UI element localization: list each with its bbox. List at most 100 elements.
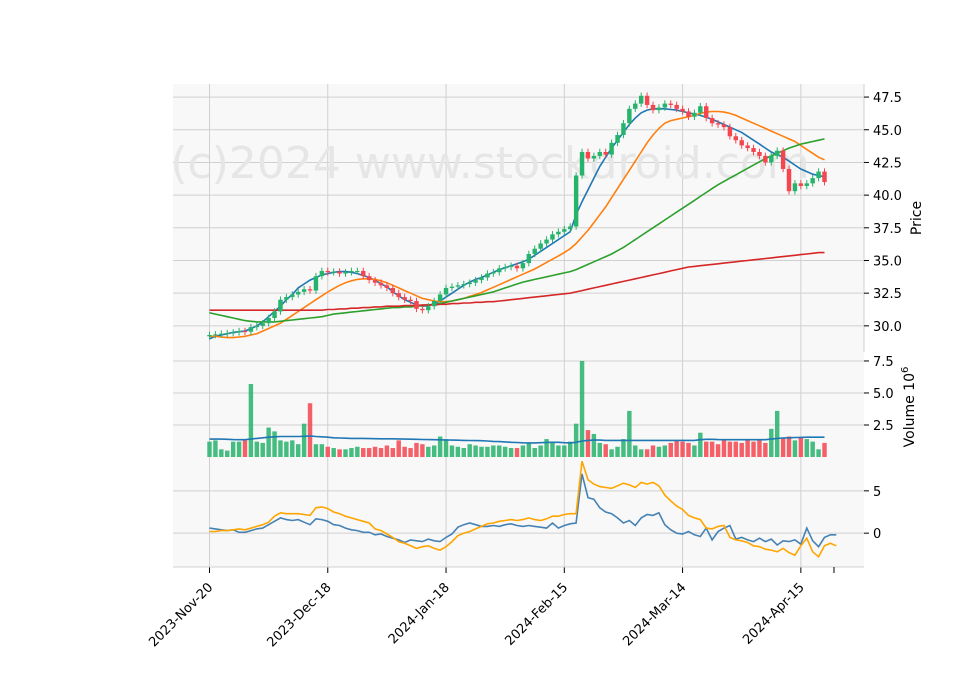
volume-bar [816,449,821,457]
candle-body [573,175,579,227]
volume-bar [786,436,792,457]
volume-bar [266,427,271,457]
volume-bar [290,440,295,457]
volume-bar [680,441,685,457]
candle-body [366,276,372,281]
candle-body [242,331,248,333]
candle-body [225,333,230,335]
candle-body [715,123,721,125]
candle-body [254,325,260,328]
volume-bar [485,446,490,457]
x-tick-label: 2024-Apr-15 [740,580,807,647]
oscillator-y-axis: 05 [864,485,881,542]
volume-bar [727,441,733,457]
volume-bar [467,444,472,457]
x-tick-label: 2024-Mar-14 [620,580,689,649]
volume-bar [248,384,254,457]
volume-bar [763,442,768,457]
candle-body [769,155,774,163]
volume-bar [236,441,242,457]
candle-body [579,151,585,176]
volume-y-axis: 2.5 5.0 7.5 [864,355,894,434]
candle-body [390,287,396,294]
volume-bar [739,442,744,457]
candle-body [627,108,632,124]
volume-bar [715,444,721,457]
volume-bar [219,449,224,457]
volume-bar [278,440,283,457]
candle-body [733,136,739,141]
volume-bar [538,445,543,457]
candle-body [763,155,768,163]
volume-bar [804,439,809,457]
candle-body [449,286,455,288]
y-tick-label: 30.0 [873,320,902,335]
candle-body [550,234,555,240]
candle-body [473,280,478,283]
candle-body [568,226,573,230]
y-tick-label: 5.0 [873,387,894,402]
volume-bar [331,448,336,457]
candle-body [426,306,431,311]
volume-bar [579,360,585,457]
candle-body [479,277,484,281]
y-tick-label: 47.5 [873,91,902,106]
x-tick-label: 2024-Jan-18 [386,580,453,647]
volume-bars [207,360,827,457]
volume-bar [491,445,496,457]
volume-bar [662,445,668,457]
volume-bar [692,445,697,457]
volume-bar [792,440,798,457]
candle-body [798,183,804,186]
volume-bar [520,445,526,457]
volume-bar [497,445,502,457]
candlesticks [207,92,827,340]
volume-bar [372,446,378,457]
candle-body [704,106,709,118]
oscillator-line [209,460,837,559]
volume-bar [461,448,466,457]
candle-body [644,95,650,105]
volume-gridlines [173,352,864,457]
y-tick-label: 7.5 [873,355,894,370]
price-y-axis: 30.0 32.5 35.0 37.5 40.0 42.5 45.0 47.5 [864,91,902,335]
candle-body [603,151,608,155]
volume-bar [349,448,354,457]
candle-body [248,327,254,332]
candle-body [739,140,744,146]
candle-body [638,95,644,104]
volume-bar [638,449,644,457]
candle-body [680,108,685,112]
volume-bar [207,441,212,457]
candle-body [780,150,786,169]
candle-body [349,270,354,273]
volume-bar [378,448,384,457]
volume-bar [704,441,709,457]
volume-bar [502,446,508,457]
volume-bar [769,428,774,457]
candle-body [437,294,443,302]
moving-average-line [209,110,825,339]
volume-bar [686,442,691,457]
candle-body [319,270,325,277]
moving-average-line [209,138,825,323]
volume-bar [295,444,301,457]
volume-bar [656,446,662,457]
volume-bar [508,448,514,457]
candle-body [443,287,449,295]
candle-body [219,333,224,335]
volume-bar [301,423,307,457]
candle-body [455,285,461,287]
candle-body [662,103,668,108]
oscillator-lines [209,460,837,559]
candle-body [213,334,218,336]
candle-body [597,151,603,156]
candle-body [674,104,679,109]
volume-bar [698,432,703,457]
y-tick-label: 0 [873,527,881,542]
volume-bar [402,446,407,457]
candle-body [290,294,295,298]
candle-body [402,297,407,300]
volume-bar [633,445,638,457]
volume-bar [437,436,443,457]
